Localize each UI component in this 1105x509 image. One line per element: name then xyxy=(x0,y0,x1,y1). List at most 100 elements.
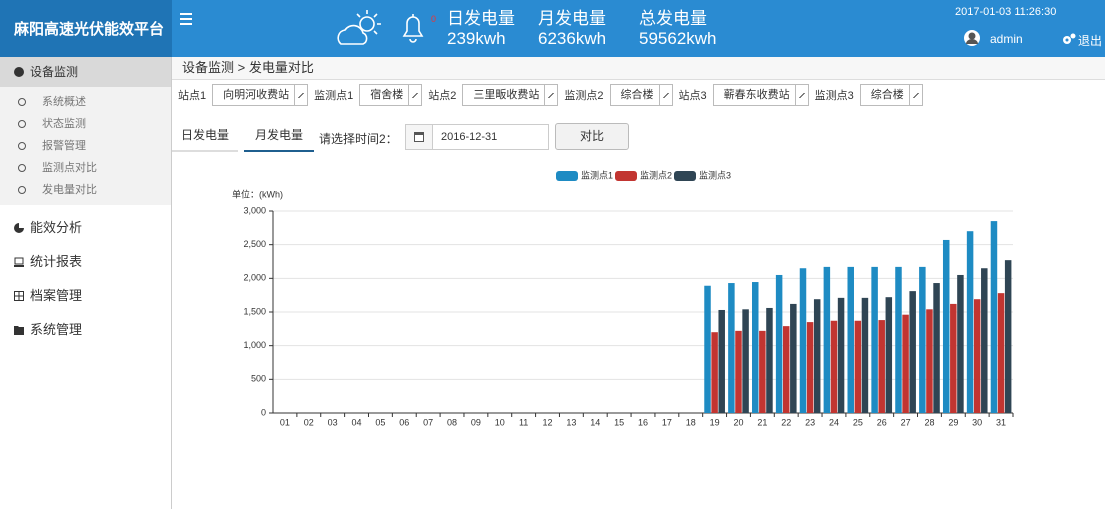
menu-item[interactable]: 统计报表 xyxy=(0,245,171,279)
submenu: 系统概述 状态监测 报警管理 监测点对比 发电量对比 xyxy=(0,87,171,205)
menu-item[interactable]: 能效分析 xyxy=(0,211,171,245)
menu-label: 统计报表 xyxy=(30,254,82,269)
filter-select[interactable]: 向明河收费站 xyxy=(212,84,308,106)
menu-label: 系统管理 xyxy=(30,322,82,337)
filter-select[interactable]: 蕲春东收费站 xyxy=(713,84,809,106)
y-tick-label: 2,500 xyxy=(243,239,266,249)
submenu-item[interactable]: 状态监测 xyxy=(0,113,171,135)
filter-label: 监测点1 xyxy=(314,87,353,103)
bar xyxy=(831,321,838,413)
filter-label: 站点2 xyxy=(428,87,456,103)
tab[interactable]: 日发电量 xyxy=(172,126,238,152)
filter-label: 监测点3 xyxy=(815,87,854,103)
bar xyxy=(957,275,964,413)
legend-label: 监测点3 xyxy=(699,169,731,180)
bar xyxy=(991,221,998,413)
x-tick-label: 01 xyxy=(280,417,290,427)
brand-title: 麻阳高速光伏能效平台 xyxy=(0,0,172,57)
x-tick-label: 13 xyxy=(566,417,576,427)
x-tick-label: 26 xyxy=(877,417,887,427)
icon xyxy=(14,257,24,267)
bar xyxy=(783,326,790,413)
x-tick-label: 30 xyxy=(972,417,982,427)
x-tick-label: 16 xyxy=(638,417,648,427)
submenu-item[interactable]: 系统概述 xyxy=(0,91,171,113)
calendar-icon xyxy=(406,125,433,149)
bar xyxy=(862,298,869,413)
user-name[interactable]: admin xyxy=(990,32,1023,46)
x-tick-label: 11 xyxy=(519,417,528,427)
bell-icon[interactable] xyxy=(400,10,426,44)
menu-icon[interactable] xyxy=(180,13,194,25)
avatar xyxy=(963,29,981,47)
menu-label: 能效分析 xyxy=(30,220,82,235)
logout[interactable]: 退出 xyxy=(1078,32,1102,49)
x-tick-label: 27 xyxy=(901,417,911,427)
legend-swatch xyxy=(556,171,578,181)
gear-icon xyxy=(1062,33,1076,45)
y-tick-label: 3,000 xyxy=(243,205,266,215)
legend-label: 监测点1 xyxy=(581,169,613,180)
x-tick-label: 10 xyxy=(495,417,505,427)
bar xyxy=(766,308,773,413)
bar xyxy=(998,293,1005,413)
stat-label: 日发电量 xyxy=(447,10,515,28)
bar xyxy=(718,310,725,413)
x-tick-label: 14 xyxy=(590,417,600,427)
icon xyxy=(14,325,24,335)
submenu-item[interactable]: 发电量对比 xyxy=(0,179,171,201)
y-tick-label: 500 xyxy=(251,374,266,384)
compare-button[interactable]: 对比 xyxy=(555,123,629,150)
bar xyxy=(981,268,988,413)
x-tick-label: 17 xyxy=(662,417,672,427)
x-tick-label: 24 xyxy=(829,417,839,427)
bar xyxy=(704,286,711,413)
x-tick-label: 25 xyxy=(853,417,863,427)
date-input[interactable]: 2016-12-31 xyxy=(405,124,549,150)
menu-item[interactable]: 档案管理 xyxy=(0,279,171,313)
menu-item[interactable]: 设备监测 xyxy=(0,57,171,87)
filter-select[interactable]: 宿舍楼 xyxy=(359,84,422,106)
chart: 单位：(kWh) 05001,0001,5002,0002,5003,000监测… xyxy=(172,160,1105,509)
time-label: 请选择时间2： xyxy=(319,130,398,147)
filter-select[interactable]: 综合楼 xyxy=(610,84,673,106)
submenu-item[interactable]: 报警管理 xyxy=(0,135,171,157)
bar xyxy=(933,283,940,413)
icon xyxy=(14,223,24,233)
bar xyxy=(790,304,797,413)
bar xyxy=(919,267,926,413)
bar xyxy=(711,332,718,413)
bar xyxy=(895,267,902,413)
bar xyxy=(735,331,742,413)
menu-item[interactable]: 系统管理 xyxy=(0,313,171,347)
y-tick-label: 0 xyxy=(261,407,266,417)
bar xyxy=(967,231,974,413)
submenu-item[interactable]: 监测点对比 xyxy=(0,157,171,179)
bar xyxy=(838,298,845,413)
sidebar: 设备监测 系统概述 状态监测 报警管理 监测点对比 发电量对比 能效分析 统计报… xyxy=(0,57,172,509)
page: 麻阳高速光伏能效平台 0 日发电量239kwh 月发电量 6236kwh 总发电量… xyxy=(0,0,1105,509)
y-tick-label: 1,500 xyxy=(243,306,266,316)
bar xyxy=(800,268,807,413)
x-tick-label: 02 xyxy=(304,417,314,427)
x-tick-label: 04 xyxy=(352,417,362,427)
x-tick-label: 23 xyxy=(805,417,815,427)
bar xyxy=(950,304,957,413)
filter-select[interactable]: 综合楼 xyxy=(860,84,923,106)
x-tick-label: 29 xyxy=(948,417,958,427)
x-tick-label: 22 xyxy=(781,417,791,427)
x-tick-label: 18 xyxy=(686,417,696,427)
tab-active[interactable]: 月发电量 xyxy=(244,126,314,152)
bar xyxy=(776,275,783,413)
bar xyxy=(871,267,878,413)
x-tick-label: 03 xyxy=(328,417,338,427)
x-tick-label: 21 xyxy=(757,417,767,427)
filter-select[interactable]: 三里畈收费站 xyxy=(462,84,558,106)
stat-label: 总发电量 xyxy=(639,10,717,28)
x-tick-label: 09 xyxy=(471,417,481,427)
stat-value: 6236kwh xyxy=(538,28,606,50)
